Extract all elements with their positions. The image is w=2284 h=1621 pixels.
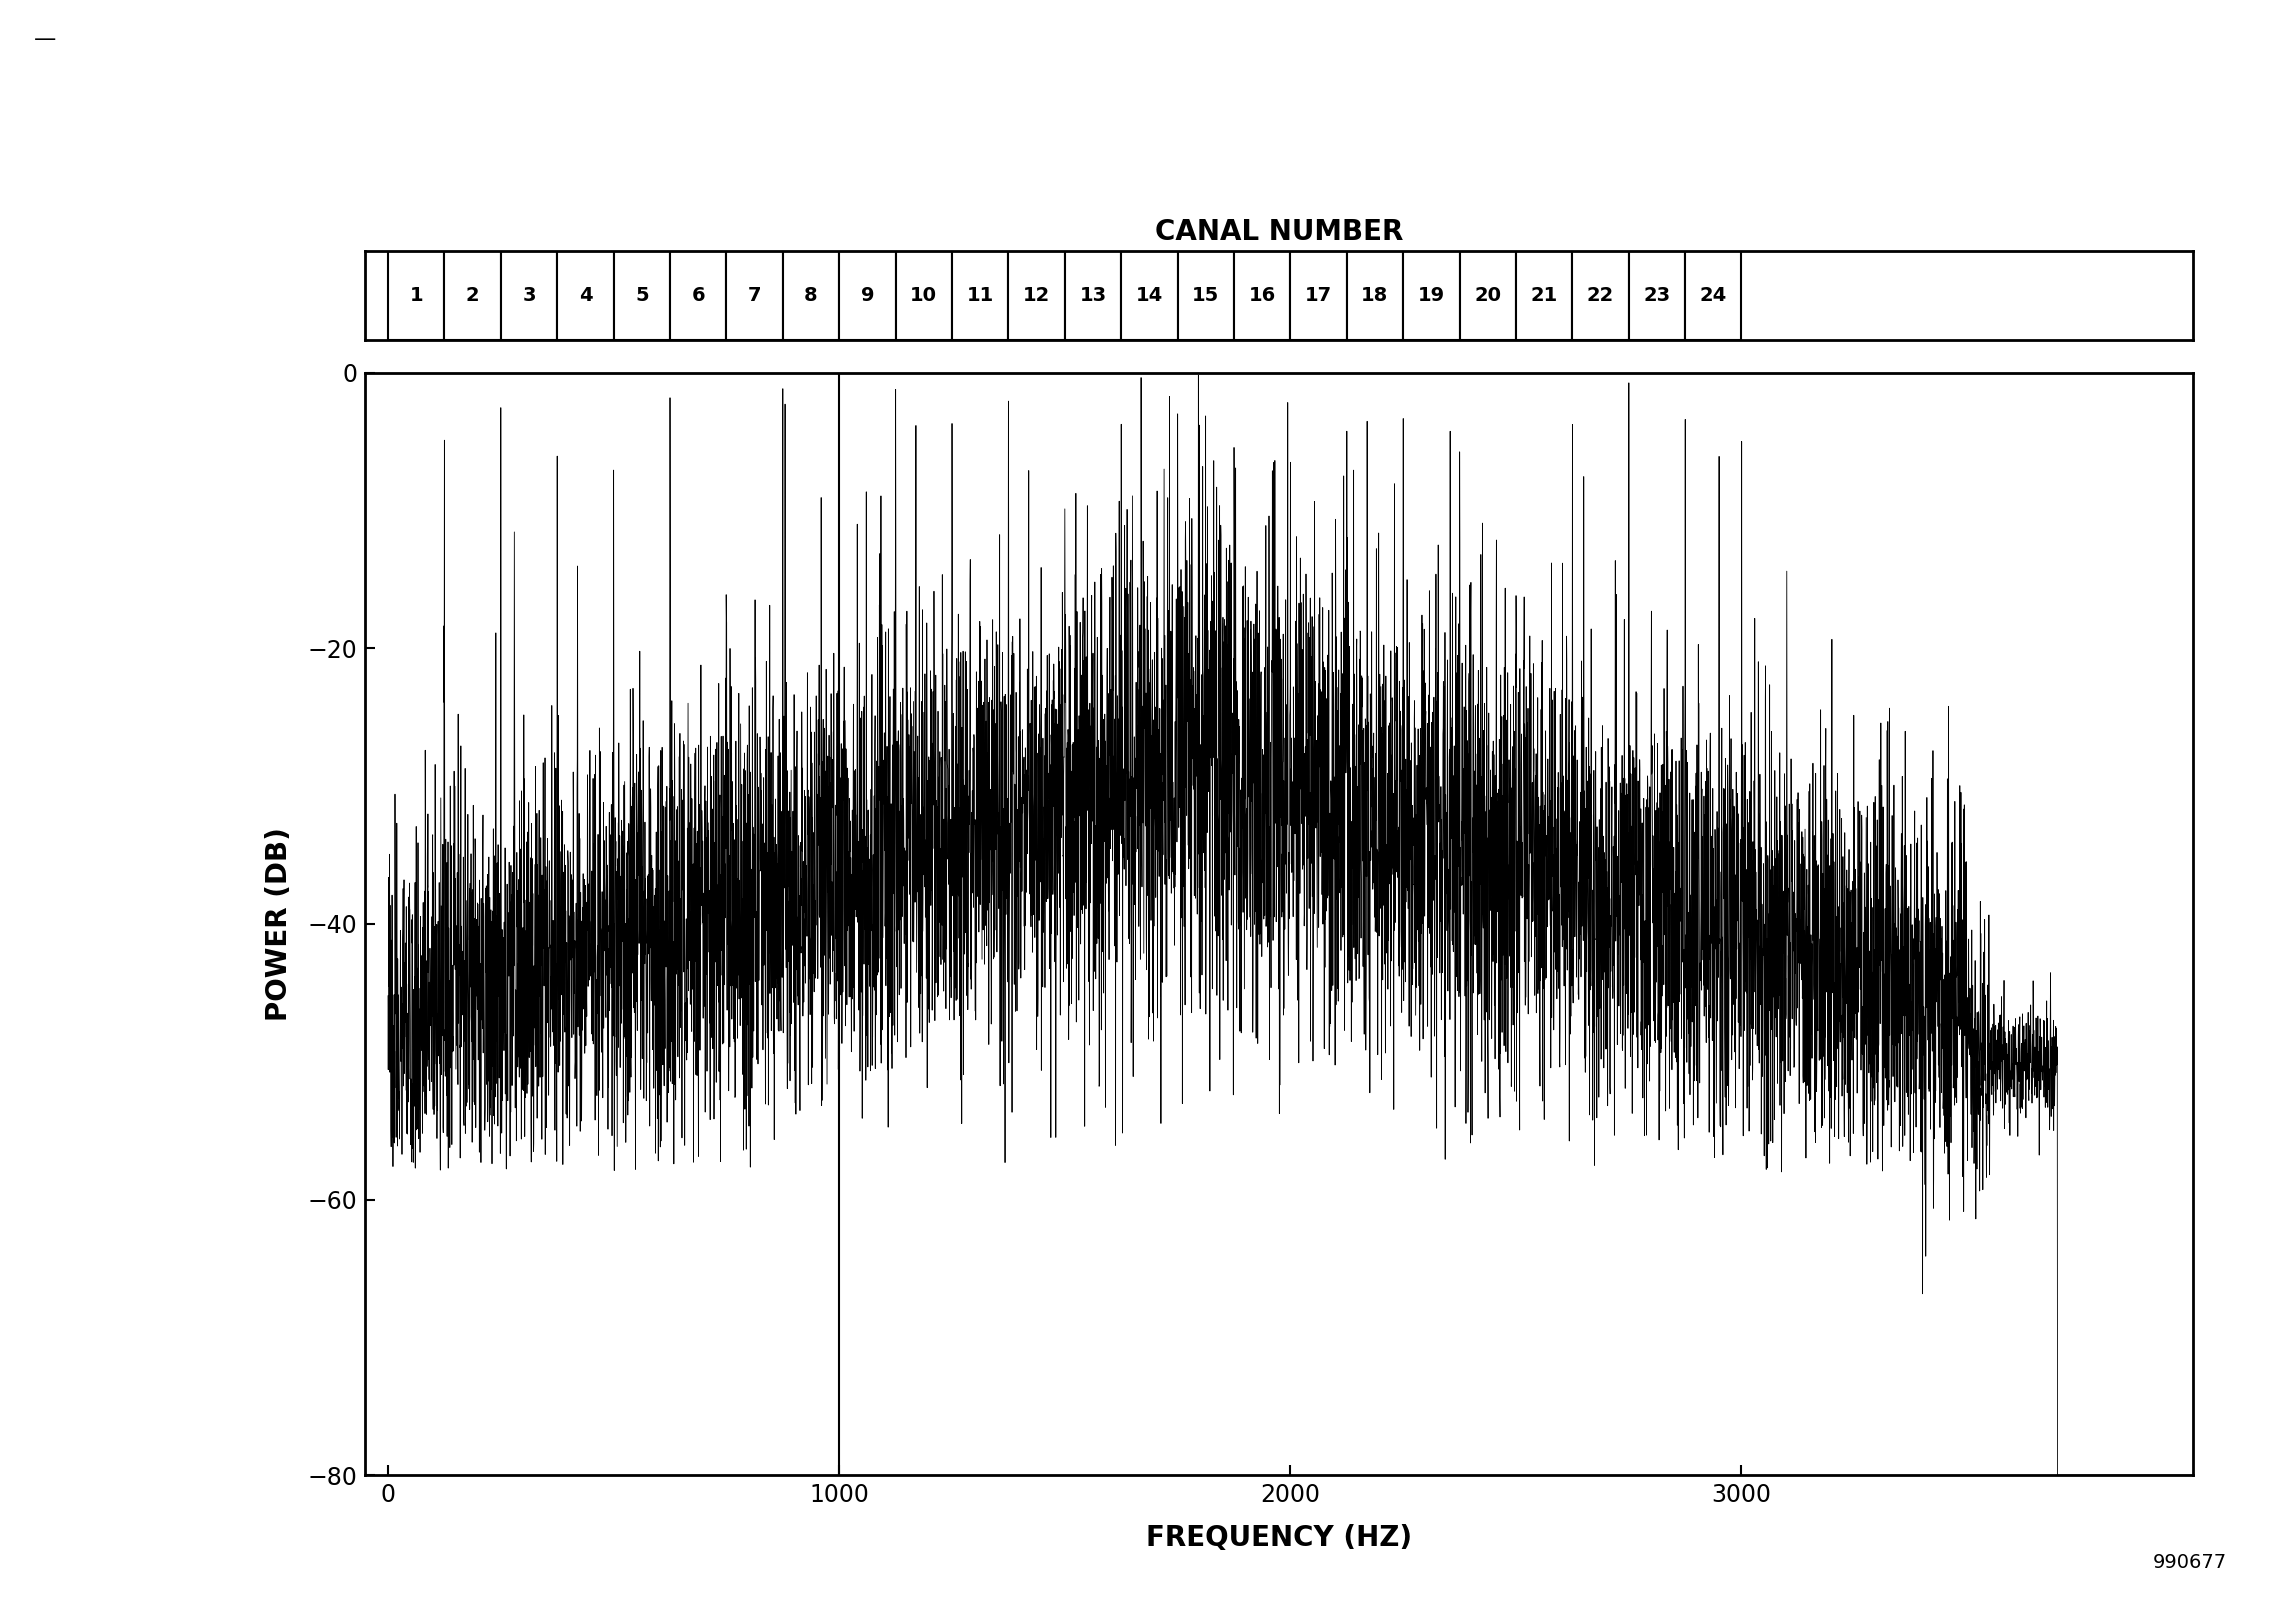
Text: 21: 21 xyxy=(1530,287,1558,305)
Bar xyxy=(1459,251,1517,340)
Bar xyxy=(1233,251,1290,340)
Bar xyxy=(388,251,445,340)
Bar xyxy=(1007,251,1064,340)
X-axis label: FREQUENCY (HZ): FREQUENCY (HZ) xyxy=(1147,1524,1412,1553)
Text: 20: 20 xyxy=(1473,287,1501,305)
Bar xyxy=(895,251,952,340)
Bar xyxy=(1686,251,1740,340)
Text: 10: 10 xyxy=(911,287,936,305)
Text: 12: 12 xyxy=(1023,287,1051,305)
Bar xyxy=(614,251,669,340)
Text: —: — xyxy=(34,29,57,49)
Text: 13: 13 xyxy=(1080,287,1105,305)
Text: 8: 8 xyxy=(804,287,818,305)
Text: 22: 22 xyxy=(1587,287,1615,305)
Text: 16: 16 xyxy=(1249,287,1277,305)
Text: 4: 4 xyxy=(578,287,592,305)
Text: 990677: 990677 xyxy=(2154,1553,2227,1572)
Y-axis label: POWER (DB): POWER (DB) xyxy=(265,827,292,1021)
Bar xyxy=(838,251,895,340)
Bar xyxy=(669,251,726,340)
Text: 15: 15 xyxy=(1192,287,1220,305)
Text: 7: 7 xyxy=(747,287,761,305)
Title: CANAL NUMBER: CANAL NUMBER xyxy=(1156,219,1402,246)
Text: 11: 11 xyxy=(966,287,994,305)
Bar xyxy=(557,251,614,340)
Text: 5: 5 xyxy=(635,287,649,305)
Bar xyxy=(1348,251,1402,340)
Text: 24: 24 xyxy=(1699,287,1727,305)
Text: 3: 3 xyxy=(523,287,537,305)
Bar xyxy=(1179,251,1233,340)
Bar xyxy=(1517,251,1571,340)
Bar xyxy=(1402,251,1459,340)
Bar xyxy=(1290,251,1348,340)
Bar xyxy=(1064,251,1121,340)
Text: 23: 23 xyxy=(1642,287,1670,305)
Text: 18: 18 xyxy=(1361,287,1389,305)
Text: 6: 6 xyxy=(692,287,706,305)
Bar xyxy=(726,251,783,340)
Text: 19: 19 xyxy=(1418,287,1446,305)
Bar xyxy=(1628,251,1686,340)
Bar xyxy=(783,251,838,340)
Text: 14: 14 xyxy=(1135,287,1163,305)
Bar xyxy=(1121,251,1179,340)
Bar xyxy=(445,251,500,340)
Bar xyxy=(500,251,557,340)
Text: 1: 1 xyxy=(409,287,423,305)
Text: 2: 2 xyxy=(466,287,480,305)
Bar xyxy=(952,251,1007,340)
Text: 9: 9 xyxy=(861,287,875,305)
Bar xyxy=(1571,251,1628,340)
Text: 17: 17 xyxy=(1304,287,1332,305)
